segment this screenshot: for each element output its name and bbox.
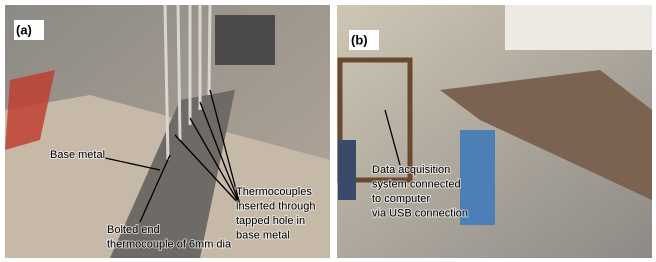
annotation: Data acquisition	[372, 164, 450, 176]
annotation: Base metal	[50, 149, 105, 161]
annotation: base metal	[236, 229, 290, 241]
panel-label: (a)	[16, 22, 32, 37]
figure: (a) (b) Base metal Bolted end thermocouple…	[0, 0, 656, 262]
annotation: thermocouple of 6mm dia	[107, 238, 232, 250]
panel-label: (b)	[351, 32, 368, 47]
annotation: system connected	[372, 178, 461, 190]
page: (a) (b) Base metal Bolted end thermocouple…	[0, 0, 656, 262]
annotation: Bolted end	[107, 224, 160, 236]
annotation: inserted through	[236, 200, 316, 212]
panel-b-photo	[337, 5, 652, 258]
annotation: Thermocouples	[236, 186, 312, 198]
annotation: tapped hole in	[236, 215, 305, 227]
annotation: to computer	[372, 193, 430, 205]
annotation: via USB connection	[372, 207, 468, 219]
